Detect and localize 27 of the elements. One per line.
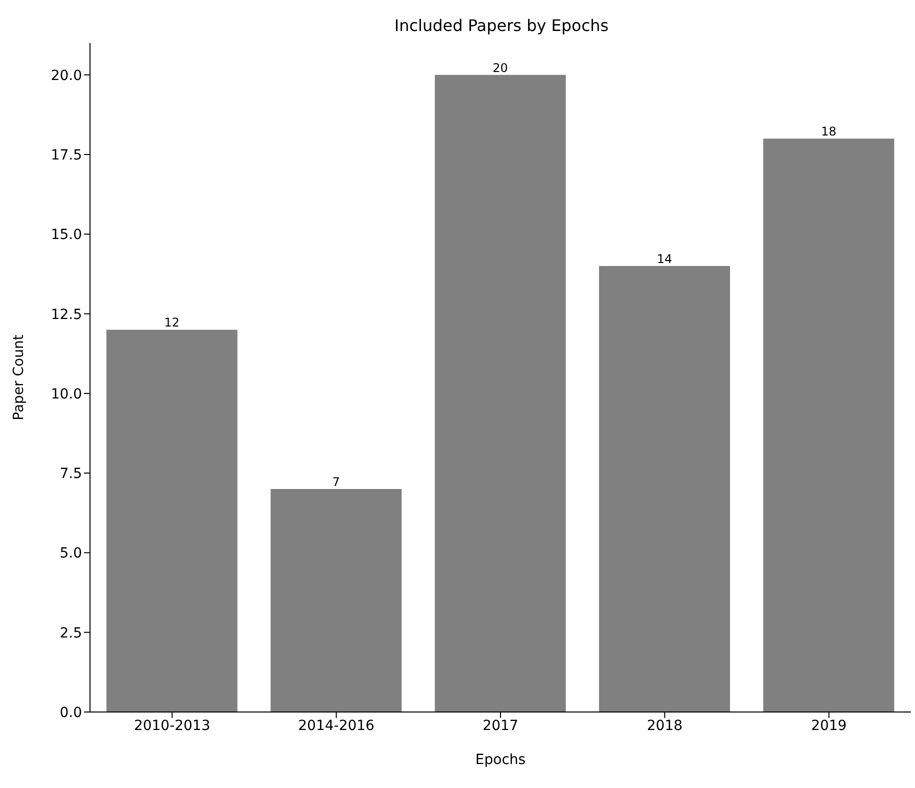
bar: [270, 489, 402, 712]
x-tick-label: 2010-2013: [134, 718, 210, 734]
data-label: 18: [821, 124, 836, 139]
y-tick-label: 5.0: [60, 546, 82, 562]
y-axis-title: Paper Count: [10, 334, 27, 420]
y-tick-label: 15.0: [50, 227, 82, 244]
y-tick-label: 10.0: [50, 386, 82, 402]
data-label: 14: [656, 252, 672, 266]
data-label: 7: [332, 475, 340, 489]
bar: [599, 266, 730, 712]
x-tick-label: 2019: [811, 718, 847, 734]
data-label: 20: [492, 60, 508, 75]
bar: [106, 330, 238, 712]
bar: [763, 138, 894, 712]
y-tick-label: 17.5: [50, 147, 82, 164]
x-tick-label: 2017: [482, 718, 518, 734]
data-label: 12: [164, 316, 180, 330]
y-tick-label: 0.0: [60, 704, 82, 721]
bar: [434, 74, 566, 712]
y-tick-label: 20.0: [50, 68, 82, 84]
chart-title: Included Papers by Epochs: [393, 15, 610, 37]
x-tick-label: 2014-2016: [298, 718, 375, 734]
x-tick-label: 2018: [646, 718, 683, 734]
x-axis-title: Epochs: [475, 752, 526, 768]
y-tick-label: 12.5: [50, 306, 82, 323]
y-tick-label: 2.5: [60, 625, 82, 642]
y-tick-label: 7.5: [60, 466, 82, 482]
